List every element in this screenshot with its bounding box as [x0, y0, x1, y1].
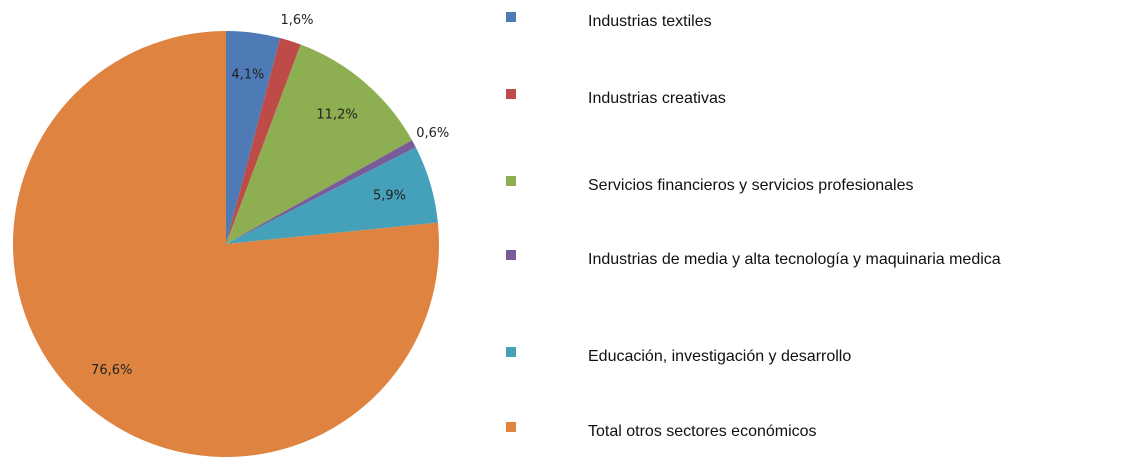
- pie-slice: [226, 147, 438, 244]
- legend-label: Industrias creativas: [588, 90, 726, 107]
- legend-label: Industrias textiles: [588, 13, 712, 30]
- legend-label: Industrias de media y alta tecnología y …: [588, 251, 1001, 268]
- legend-label: Total otros sectores económicos: [588, 423, 817, 440]
- pie-slice: [226, 38, 301, 244]
- legend-swatch: [506, 176, 516, 186]
- data-label: 1,6%: [280, 13, 313, 28]
- legend-swatch: [506, 422, 516, 432]
- legend-label: Servicios financieros y servicios profes…: [588, 177, 913, 194]
- data-label: 11,2%: [316, 107, 357, 122]
- data-label: 5,9%: [373, 188, 406, 203]
- data-label: 76,6%: [91, 363, 132, 378]
- data-label: 4,1%: [231, 68, 264, 83]
- pie-slice: [226, 44, 413, 244]
- pie-slice: [226, 31, 281, 244]
- legend-label: Educación, investigación y desarrollo: [588, 348, 851, 365]
- data-label: 0,6%: [416, 126, 449, 141]
- legend-swatch: [506, 12, 516, 22]
- legend-swatch: [506, 250, 516, 260]
- legend-swatch: [506, 347, 516, 357]
- pie-slice: [12, 31, 439, 457]
- legend-swatch: [506, 89, 516, 99]
- pie-slice: [226, 140, 416, 244]
